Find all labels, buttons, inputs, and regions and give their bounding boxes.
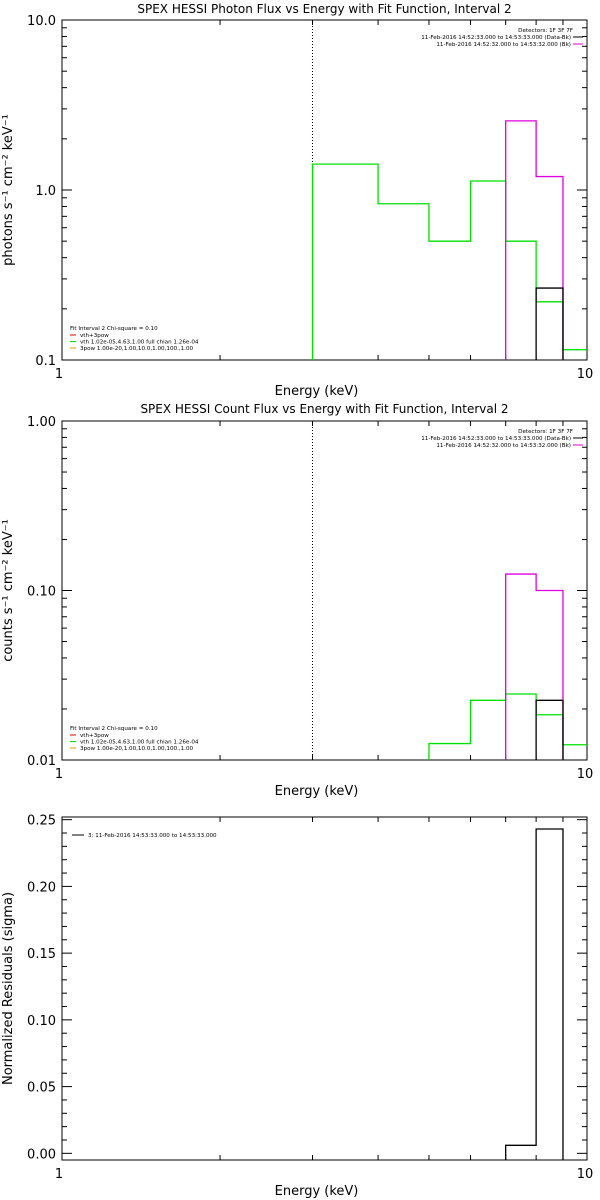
x-tick-label: 1 (55, 367, 63, 382)
x-tick-label: 1 (55, 767, 63, 782)
legend-entry: 11-Feb-2016 14:52:32.000 to 14:53:32.000… (436, 42, 571, 48)
plot-frame (61, 19, 588, 361)
legend-entry: 11-Feb-2016 14:52:33.000 to 14:53:33.000… (421, 35, 571, 41)
series-line-1 (505, 828, 564, 1160)
y-axis-label: photons s⁻¹ cm⁻² keV⁻¹ (1, 114, 16, 266)
series-line-1 (311, 163, 587, 360)
y-tick-label: 0.20 (27, 880, 56, 895)
x-tick-label: 10 (577, 367, 594, 382)
series-line-2 (505, 120, 564, 360)
y-axis-label: Normalized Residuals (sigma) (1, 892, 16, 1085)
x-tick-label: 10 (577, 1167, 594, 1182)
series-group (311, 120, 587, 360)
x-tick-label: 1 (55, 1167, 63, 1182)
y-tick-label: 0.00 (27, 1147, 56, 1162)
fit-legend-entry: vth 1.02e-05,4.63,1.00 full chian 1.26e-… (80, 340, 199, 346)
chart-panel-1: SPEX HESSI Photon Flux vs Energy with Fi… (1, 2, 593, 399)
legend-header: Detectors: 1F 3F 7F (518, 429, 573, 435)
y-tick-label: 0.10 (27, 585, 56, 600)
y-tick-label: 10.0 (27, 14, 56, 29)
legend-entry: 11-Feb-2016 14:52:32.000 to 14:53:32.000… (436, 443, 571, 449)
legend-entry: 11-Feb-2016 14:52:33.000 to 14:53:33.000… (421, 436, 571, 442)
series-line-3 (535, 287, 564, 360)
fit-legend-entry: 3pow 1.00e-20,1.00,10.0,1.00,100.,1.00 (80, 746, 194, 752)
plot-frame (61, 816, 588, 1161)
plot-frame (61, 420, 588, 761)
y-tick-label: 0.25 (27, 814, 56, 829)
y-tick-label: 1.0 (35, 184, 56, 199)
chart-panel-2: SPEX HESSI Count Flux vs Energy with Fit… (1, 402, 593, 799)
fit-legend-header: Fit Interval 2 Chi-square = 0.10 (70, 326, 158, 332)
y-tick-label: 0.01 (27, 754, 56, 769)
y-tick-label: 0.15 (27, 947, 56, 962)
series-group (428, 573, 587, 760)
series-line-2 (505, 573, 564, 760)
series-line-3 (535, 699, 564, 760)
chart-panel-3: 1 10 0.00 0.05 0.10 0.15 0.20 0.25 Energy (keV) N… (1, 814, 593, 1199)
y-tick-label: 1.00 (27, 415, 56, 430)
chart-title: SPEX HESSI Photon Flux vs Energy with Fi… (137, 2, 511, 16)
x-axis-label: Energy (keV) (275, 384, 359, 399)
x-axis-label: Energy (keV) (275, 784, 359, 799)
residual-legend-entry: 3: 11-Feb-2016 14:53:33.000 to 14:53:33.… (88, 833, 217, 839)
fit-legend-entry: vth+3pow (80, 733, 109, 739)
x-axis-label: Energy (keV) (275, 1184, 359, 1199)
y-axis-label: counts s⁻¹ cm⁻² keV⁻¹ (1, 519, 16, 662)
series-group (505, 828, 564, 1160)
y-tick-label: 0.05 (27, 1081, 56, 1096)
fit-legend-entry: 3pow 1.00e-20,1.00,10.0,1.00,100.,1.00 (80, 346, 194, 352)
fit-legend-header: Fit Interval 2 Chi-square = 0.10 (70, 726, 158, 732)
fit-legend-entry: vth+3pow (80, 333, 109, 339)
legend-header: Detectors: 1F 3F 7F (518, 28, 573, 34)
y-tick-label: 0.10 (27, 1014, 56, 1029)
y-tick-label: 0.1 (35, 354, 56, 369)
x-tick-label: 10 (577, 767, 594, 782)
chart-title: SPEX HESSI Count Flux vs Energy with Fit… (140, 402, 508, 416)
fit-legend-entry: vth 1.02e-05,4.63,1.00 full chian 1.26e-… (80, 740, 199, 746)
